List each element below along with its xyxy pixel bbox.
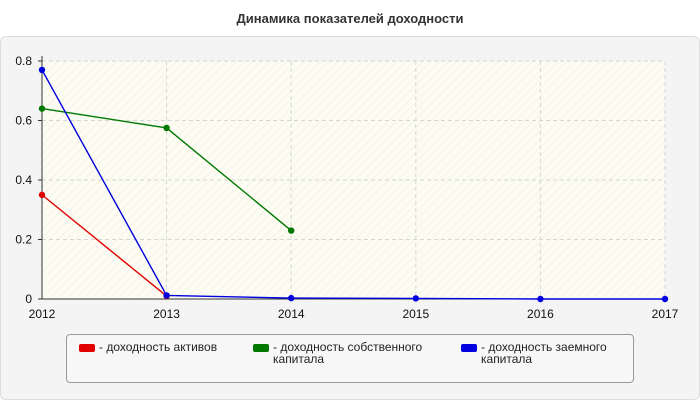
series-line-0 [41, 194, 168, 297]
y-tick-label: 0.6 [15, 114, 32, 128]
series-lines [38, 66, 669, 303]
legend-swatch-debt [461, 344, 477, 352]
y-tick-label: 0.8 [15, 54, 32, 68]
legend-item-equity[interactable]: - доходность собственного капитала [253, 341, 443, 365]
legend-item-assets[interactable]: - доходность активов [79, 341, 249, 353]
y-tick-label: 0 [25, 292, 32, 306]
legend-swatch-equity [253, 344, 269, 352]
series-line-2 [41, 69, 665, 300]
legend-item-debt[interactable]: - доходность заемного капитала [461, 341, 631, 365]
grid-lines [42, 60, 666, 299]
data-point-2 [38, 66, 46, 74]
chart-title: Динамика показателей доходности [236, 11, 464, 26]
x-tick-label: 2015 [402, 307, 429, 321]
data-point-2 [537, 295, 544, 303]
data-point-1 [38, 105, 46, 112]
x-tick-label: 2016 [527, 307, 554, 321]
tick-labels: 0 0.2 0.4 0.6 0.8 2012 2013 2014 2015 2016 2017 [15, 54, 678, 321]
legend-swatch-assets [79, 344, 95, 352]
legend-label-equity: - доходность собственного капитала [273, 340, 423, 366]
x-tick-label: 2017 [652, 307, 679, 321]
data-point-0 [38, 191, 46, 199]
data-point-1 [288, 227, 295, 234]
data-point-2 [412, 295, 419, 302]
data-point-2 [288, 294, 295, 302]
x-tick-label: 2012 [29, 307, 56, 321]
legend-label-debt: - доходность заемного капитала [481, 340, 607, 366]
legend: - доходность активов - доходность собств… [66, 334, 634, 383]
y-tick-label: 0.4 [15, 173, 32, 187]
y-tick-label: 0.2 [15, 233, 32, 247]
x-tick-label: 2014 [278, 307, 305, 321]
data-point-2 [163, 292, 170, 299]
x-tick-label: 2013 [153, 307, 180, 321]
data-point-1 [163, 124, 170, 132]
data-point-2 [661, 295, 669, 303]
legend-label-assets: - доходность активов [99, 340, 218, 354]
